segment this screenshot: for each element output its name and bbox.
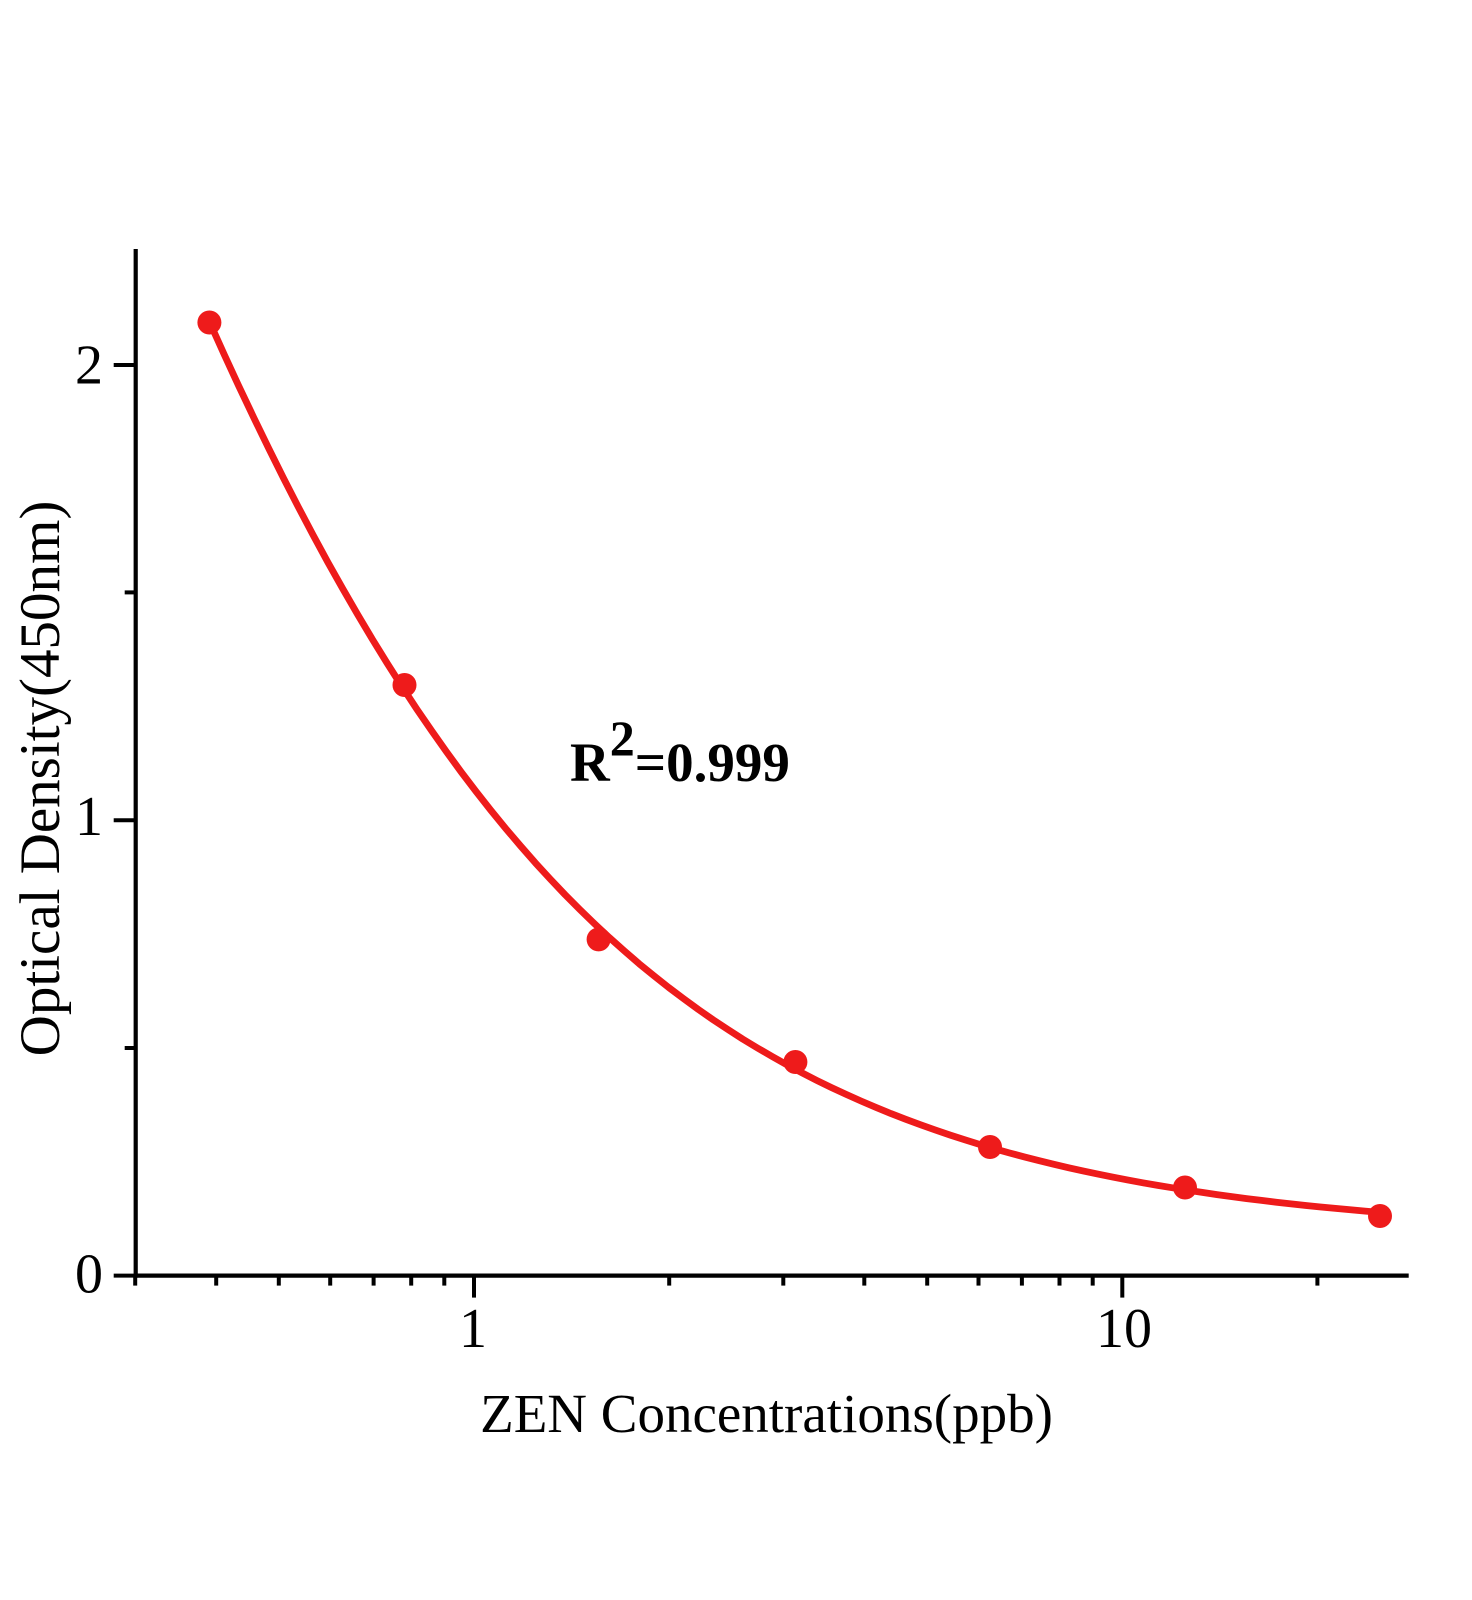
svg-text:R2=0.999: R2=0.999 xyxy=(570,710,790,793)
svg-text:1: 1 xyxy=(459,1298,487,1360)
svg-text:1: 1 xyxy=(75,786,103,848)
svg-text:2: 2 xyxy=(75,335,103,397)
svg-text:0: 0 xyxy=(75,1244,103,1306)
svg-text:Optical Density(450nm): Optical Density(450nm) xyxy=(9,501,72,1057)
svg-text:10: 10 xyxy=(1096,1298,1152,1360)
svg-text:ZEN Concentrations(ppb): ZEN Concentrations(ppb) xyxy=(480,1383,1053,1444)
